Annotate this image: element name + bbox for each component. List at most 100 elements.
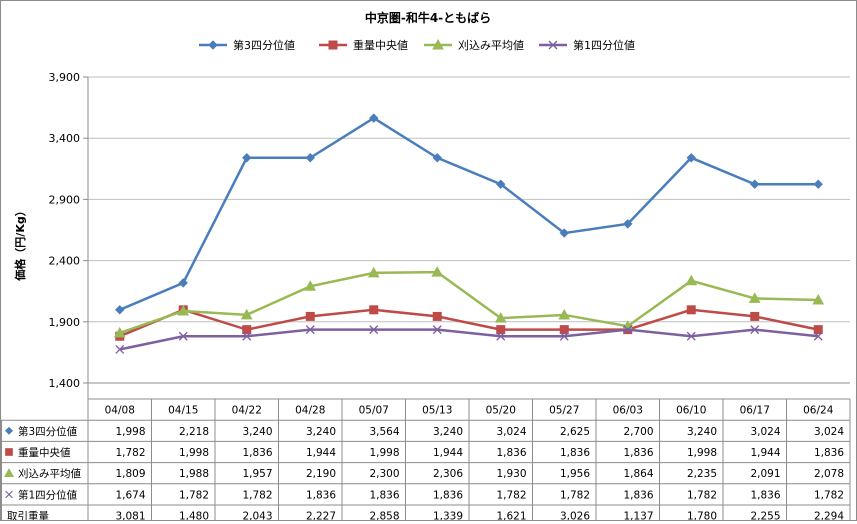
data-label: 1,944 — [433, 447, 463, 459]
data-label: 2,190 — [306, 468, 336, 480]
data-label: 1,998 — [687, 447, 717, 459]
series-lines — [113, 113, 825, 354]
data-label: 1,782 — [560, 489, 590, 501]
data-label: 1,998 — [115, 426, 145, 438]
data-label: 1,339 — [433, 511, 463, 520]
point-marker-stroke — [5, 490, 13, 499]
row-label: 第1四分位値 — [18, 488, 78, 501]
point-marker — [369, 113, 379, 123]
point-marker-stroke — [242, 331, 252, 341]
series-1 — [115, 113, 823, 315]
x-tick-label: 05/20 — [486, 405, 516, 417]
point-marker — [115, 345, 125, 354]
data-label: 1,836 — [560, 447, 590, 459]
data-label: 3,240 — [687, 426, 717, 438]
grid-lines — [83, 76, 850, 399]
row-marker — [4, 426, 14, 435]
x-tick-label: 05/13 — [422, 405, 452, 417]
point-marker-stroke — [432, 325, 442, 335]
data-label: 2,218 — [179, 426, 209, 438]
legend-entry: 刈込み平均値 — [424, 38, 524, 52]
data-label: 2,306 — [433, 468, 463, 480]
point-marker — [813, 331, 823, 341]
data-label: 1,782 — [814, 489, 844, 501]
point-marker — [242, 331, 252, 341]
x-tick-label: 06/03 — [613, 405, 643, 417]
data-label: 1,836 — [623, 447, 653, 459]
point-marker — [178, 331, 188, 341]
data-table: 04/08 04/15 04/22 04/28 05/07 05/13 05/20 05/27… — [1, 398, 851, 524]
data-label: 1,957 — [242, 468, 272, 480]
data-label: 1,930 — [496, 468, 526, 480]
point-marker — [177, 304, 190, 316]
point-marker — [5, 448, 13, 456]
y-tick-label: 1,900 — [49, 316, 81, 329]
point-marker — [548, 40, 558, 50]
data-label: 1,480 — [179, 511, 209, 520]
point-marker — [496, 179, 506, 189]
point-marker-stroke — [686, 331, 696, 341]
point-marker — [432, 153, 442, 163]
point-marker — [242, 325, 252, 335]
point-marker — [431, 266, 444, 277]
data-label: 2,700 — [623, 426, 653, 438]
data-label: 1,836 — [814, 447, 844, 459]
data-label: 3,081 — [115, 511, 145, 520]
point-marker — [240, 308, 253, 320]
data-label: 3,024 — [496, 426, 526, 438]
point-marker-stroke — [813, 331, 823, 341]
point-marker — [304, 280, 317, 291]
point-marker — [496, 331, 506, 341]
point-marker-stroke — [369, 325, 379, 335]
point-marker — [242, 153, 252, 163]
x-tick-label: 06/24 — [803, 405, 834, 417]
point-marker-stroke — [496, 331, 506, 341]
point-marker — [750, 325, 760, 335]
row-marker — [4, 468, 14, 478]
legend-label: 刈込み平均値 — [458, 39, 524, 52]
data-label: 3,240 — [242, 426, 272, 438]
point-marker — [685, 274, 698, 286]
point-marker — [812, 293, 825, 305]
row-label: 取引重量 — [7, 510, 49, 520]
data-label: 3,026 — [560, 511, 590, 520]
data-label: 2,043 — [242, 511, 272, 520]
data-label: 1,621 — [496, 511, 526, 520]
data-label: 3,024 — [814, 426, 844, 438]
data-label: 2,255 — [750, 511, 780, 520]
data-label: 1,988 — [179, 468, 209, 480]
x-tick-label: 04/28 — [295, 405, 325, 417]
point-marker — [559, 228, 569, 238]
data-label: 2,625 — [560, 426, 590, 438]
point-marker — [328, 40, 338, 50]
data-label: 3,240 — [433, 426, 463, 438]
data-label: 2,235 — [687, 468, 717, 480]
row-label: 重量中央値 — [18, 446, 71, 459]
data-label: 1,782 — [179, 489, 209, 501]
data-label: 1,944 — [750, 447, 780, 459]
data-label: 1,137 — [623, 511, 653, 520]
point-marker — [494, 312, 507, 323]
data-label: 1,836 — [750, 489, 780, 501]
data-label: 1,782 — [687, 489, 717, 501]
point-marker — [5, 490, 13, 499]
data-label: 2,300 — [369, 468, 399, 480]
point-marker-stroke — [178, 331, 188, 341]
series-line — [119, 328, 819, 351]
x-tick-label: 04/22 — [232, 405, 262, 417]
point-marker — [305, 325, 315, 335]
point-marker — [559, 325, 569, 335]
point-marker — [813, 179, 823, 189]
y-tick-label: 2,400 — [49, 255, 81, 268]
x-tick-label: 05/07 — [359, 405, 389, 417]
point-marker — [432, 325, 442, 335]
series-line — [119, 116, 819, 311]
data-label: 1,998 — [179, 447, 209, 459]
data-label: 3,564 — [369, 426, 399, 438]
x-tick-label: 04/15 — [168, 405, 198, 417]
point-marker-stroke — [559, 331, 569, 341]
data-label: 1,998 — [369, 447, 399, 459]
legend-entry: 重量中央値 — [319, 38, 408, 52]
